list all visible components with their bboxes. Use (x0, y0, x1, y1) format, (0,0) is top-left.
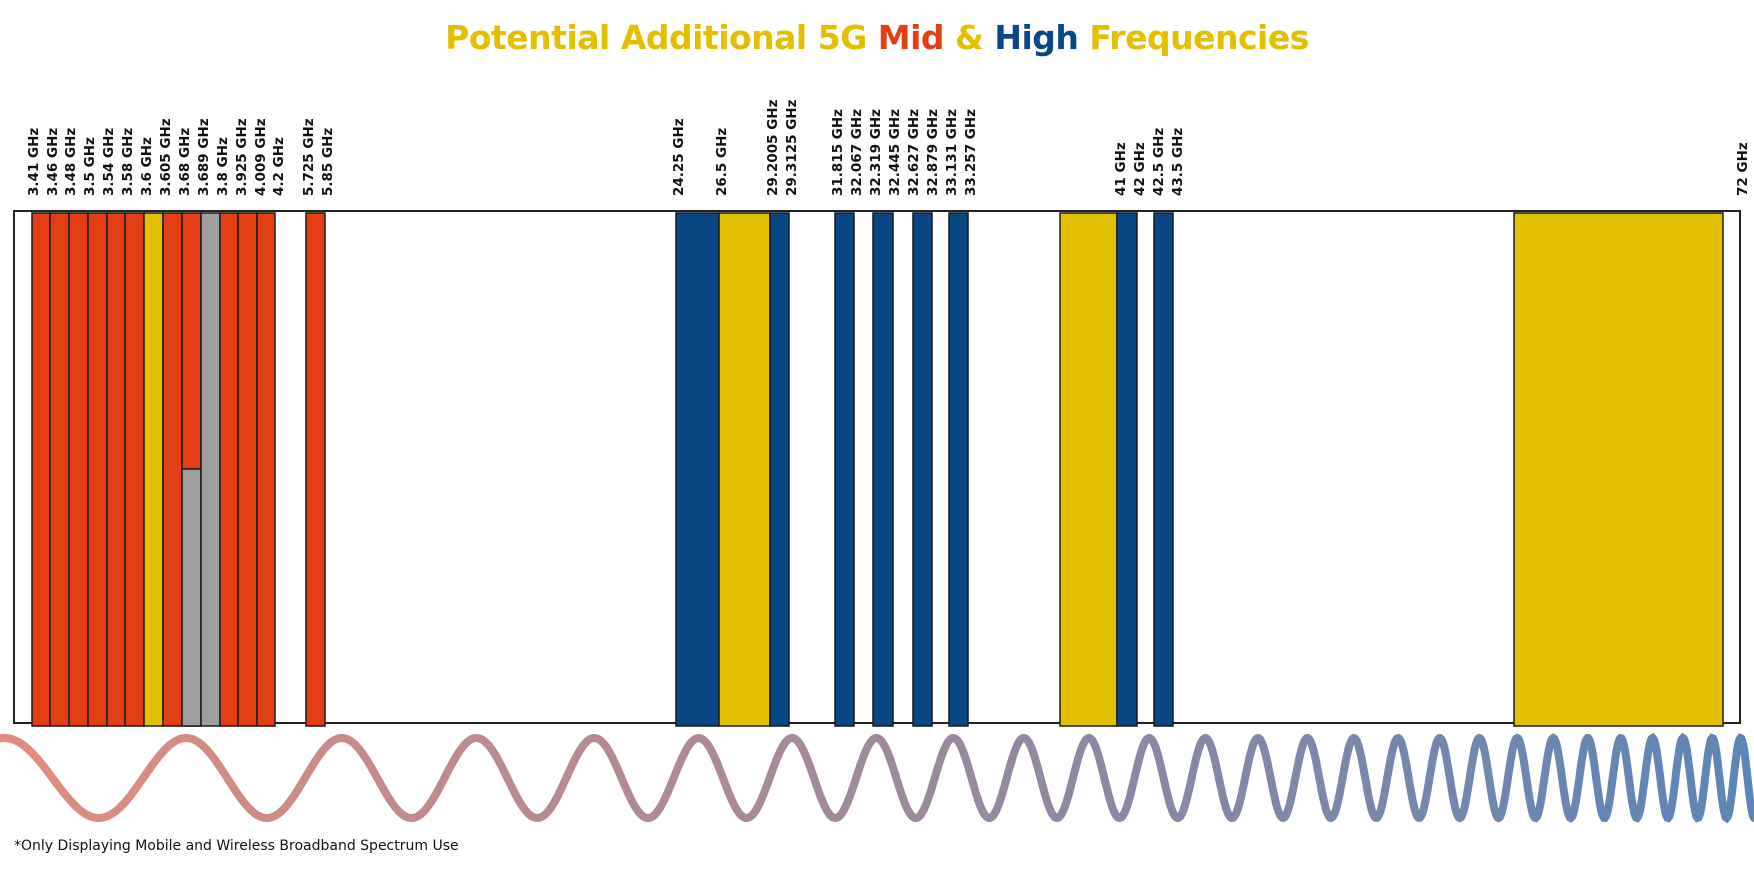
tick-label: 31.815 GHz (830, 109, 846, 196)
tick-label: 5.85 GHz (320, 128, 336, 196)
band-23 (1153, 212, 1174, 727)
band-0 (31, 212, 51, 727)
band-10 (219, 212, 239, 727)
band-20 (948, 212, 969, 727)
tick-label: 3.8 GHz (215, 137, 231, 196)
tick-label: 3.925 GHz (234, 118, 250, 196)
band-6 (143, 212, 164, 727)
tick-label: 4.009 GHz (253, 118, 269, 196)
band-14 (675, 212, 720, 727)
band-21 (1059, 212, 1118, 727)
tick-label: 3.46 GHz (45, 128, 61, 196)
frequency-tick-labels: 3.41 GHz 3.46 GHz 3.48 GHz 3.5 GHz 3.54 GHz 3… (26, 99, 1751, 196)
band-22 (1116, 212, 1138, 727)
title-part-1: Potential Additional 5G (445, 18, 878, 57)
tick-label: 24.25 GHz (671, 118, 687, 196)
title-part-amp: & (944, 18, 995, 57)
band-11 (237, 212, 258, 727)
tick-label: 5.725 GHz (301, 118, 317, 196)
band-13 (305, 212, 326, 727)
band-19 (912, 212, 933, 727)
tick-label: 33.131 GHz (944, 109, 960, 196)
band-2 (68, 212, 89, 727)
tick-label: 33.257 GHz (963, 109, 979, 196)
tick-label: 41 GHz (1113, 142, 1129, 196)
tick-label: 3.605 GHz (158, 118, 174, 196)
band-3 (87, 212, 108, 727)
tick-label: 29.3125 GHz (784, 99, 800, 196)
tick-label: 3.5 GHz (82, 137, 98, 196)
frequency-wave-decoration (0, 732, 1754, 824)
band-5 (124, 212, 145, 727)
tick-label: 4.2 GHz (271, 137, 287, 196)
tick-label: 3.68 GHz (177, 128, 193, 196)
title-part-mid: Mid (877, 18, 945, 57)
tick-label: 3.689 GHz (196, 118, 212, 196)
tick-label: 3.41 GHz (26, 128, 42, 196)
tick-label: 3.58 GHz (120, 128, 136, 196)
tick-label: 32.319 GHz (868, 109, 884, 196)
footnote: *Only Displaying Mobile and Wireless Bro… (14, 838, 459, 854)
tick-label: 32.879 GHz (925, 109, 941, 196)
chart-title: Potential Additional 5G Mid & High Frequ… (0, 18, 1754, 57)
tick-label: 72 GHz (1735, 142, 1751, 196)
frequency-bands (31, 212, 1724, 727)
title-part-end: Frequencies (1078, 18, 1309, 57)
tick-label: 42 GHz (1132, 142, 1148, 196)
tick-label: 3.6 GHz (139, 137, 155, 196)
tick-label: 3.48 GHz (63, 128, 79, 196)
band-16 (769, 212, 790, 727)
band-7 (162, 212, 183, 727)
tick-label: 42.5 GHz (1151, 128, 1167, 196)
band-18 (872, 212, 894, 727)
tick-label: 32.067 GHz (849, 109, 865, 196)
tick-label: 3.54 GHz (101, 128, 117, 196)
band-15 (718, 212, 771, 727)
band-24 (1513, 212, 1724, 727)
tick-label: 32.445 GHz (887, 109, 903, 196)
tick-label: 26.5 GHz (714, 128, 730, 196)
band-9 (200, 212, 221, 727)
band-17 (834, 212, 855, 727)
band-12 (256, 212, 276, 727)
tick-label: 32.627 GHz (906, 109, 922, 196)
title-part-high: High (994, 18, 1079, 57)
band-8-lower (181, 468, 202, 727)
band-1 (49, 212, 70, 727)
tick-label: 43.5 GHz (1170, 128, 1186, 196)
band-4 (106, 212, 126, 727)
tick-label: 29.2005 GHz (765, 99, 781, 196)
